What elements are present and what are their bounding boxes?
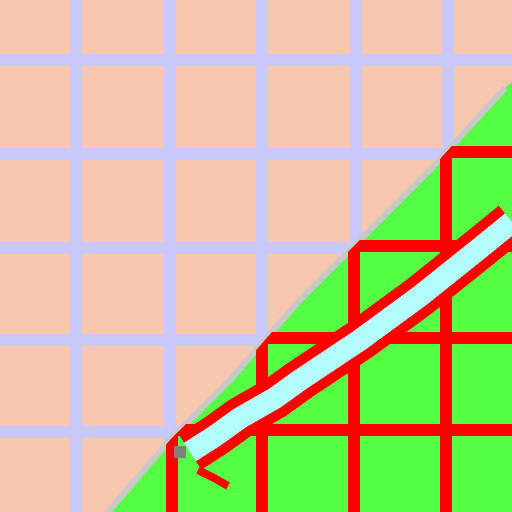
- river-water: [184, 213, 512, 462]
- grid-line-horizontal: [0, 54, 512, 66]
- map-marker[interactable]: [174, 446, 186, 458]
- grid-line-vertical: [70, 0, 82, 512]
- river[interactable]: [178, 205, 512, 490]
- river-spur: [196, 466, 230, 490]
- grid-line-vertical: [164, 0, 176, 512]
- grid-line-horizontal: [0, 148, 512, 160]
